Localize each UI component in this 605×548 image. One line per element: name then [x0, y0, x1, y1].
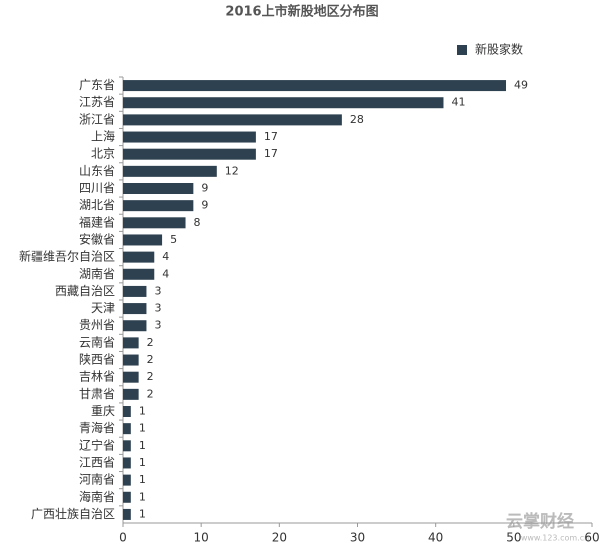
bar [123, 234, 163, 246]
value-label: 2 [147, 336, 154, 349]
bar [123, 491, 131, 503]
value-label: 17 [264, 130, 278, 143]
x-tick-label: 40 [428, 531, 443, 545]
value-label: 28 [350, 113, 364, 126]
y-tick-label: 四川省 [79, 181, 115, 195]
value-label: 1 [139, 473, 146, 486]
y-tick-label: 湖北省 [79, 197, 115, 212]
y-tick-label: 广西壮族自治区 [31, 507, 115, 521]
value-label: 1 [139, 405, 146, 418]
value-label: 1 [139, 507, 146, 520]
legend-swatch [457, 45, 467, 55]
y-tick-label: 湖南省 [79, 266, 115, 281]
chart-title: 2016上市新股地区分布图 [225, 4, 378, 20]
y-tick-label: 福建省 [79, 214, 115, 229]
value-label: 1 [139, 490, 146, 503]
value-label: 2 [147, 387, 154, 400]
bar [123, 200, 194, 212]
bar [123, 388, 139, 400]
value-label: 1 [139, 422, 146, 435]
value-label: 12 [225, 164, 239, 177]
bar [123, 268, 155, 280]
x-tick-label: 0 [119, 531, 127, 545]
y-tick-label: 海南省 [79, 489, 115, 504]
bar [123, 457, 131, 469]
bar [123, 217, 186, 229]
y-tick-label: 江苏省 [79, 95, 115, 109]
bar [123, 183, 194, 194]
x-tick-label: 10 [194, 531, 209, 545]
bar [123, 114, 342, 126]
x-tick-label: 20 [272, 531, 287, 545]
bar [123, 354, 139, 366]
y-tick-label: 安徽省 [79, 231, 115, 246]
value-label: 8 [194, 216, 201, 229]
y-tick-label: 北京 [91, 147, 115, 161]
y-tick-label: 重庆 [91, 404, 115, 418]
value-label: 9 [201, 199, 208, 212]
value-label: 3 [154, 284, 161, 297]
bar [123, 97, 444, 109]
value-label: 2 [147, 353, 154, 366]
bar [123, 303, 147, 315]
value-label: 3 [154, 302, 161, 315]
bar [123, 474, 131, 486]
value-label: 49 [514, 79, 528, 92]
value-label: 1 [139, 456, 146, 469]
bar [123, 440, 131, 452]
value-label: 2 [147, 370, 154, 383]
y-tick-label: 西藏自治区 [55, 284, 115, 298]
value-label: 5 [170, 233, 177, 246]
value-label: 3 [154, 319, 161, 332]
watermark-url: www.123.com.cn [521, 534, 589, 543]
value-label: 9 [201, 182, 208, 195]
bar [123, 406, 131, 417]
y-tick-label: 陕西省 [79, 352, 115, 367]
y-tick-label: 江西省 [79, 455, 115, 469]
value-label: 1 [139, 439, 146, 452]
bar [123, 131, 256, 143]
y-tick-label: 青海省 [79, 420, 115, 435]
value-label: 4 [162, 250, 169, 263]
bar [123, 337, 139, 349]
bar [123, 80, 507, 92]
y-tick-label: 广东省 [79, 78, 115, 92]
value-label: 17 [264, 147, 278, 160]
y-tick-label: 上海 [91, 129, 115, 144]
y-tick-label: 新疆维吾尔自治区 [19, 249, 115, 264]
x-tick-label: 30 [350, 531, 365, 545]
watermark: 云掌财经 [506, 511, 574, 532]
bar [123, 508, 131, 520]
y-tick-label: 河南省 [79, 472, 115, 487]
y-tick-label: 云南省 [79, 334, 115, 349]
value-label: 41 [451, 96, 465, 109]
x-tick-label: 60 [584, 531, 599, 545]
bar [123, 251, 155, 263]
bar [123, 371, 139, 383]
y-tick-label: 吉林省 [79, 370, 115, 384]
y-tick-label: 浙江省 [79, 112, 115, 126]
bar [123, 423, 131, 435]
x-tick-label: 50 [506, 531, 521, 545]
y-tick-label: 辽宁省 [79, 437, 115, 452]
y-tick-label: 贵州省 [79, 318, 115, 332]
bar [123, 285, 147, 297]
y-tick-label: 天津 [91, 301, 115, 315]
bar [123, 320, 147, 332]
y-tick-label: 山东省 [79, 164, 115, 178]
value-label: 4 [162, 267, 169, 280]
bar [123, 148, 256, 160]
y-tick-label: 甘肃省 [79, 387, 115, 401]
legend-label: 新股家数 [475, 42, 523, 57]
bar [123, 165, 217, 177]
